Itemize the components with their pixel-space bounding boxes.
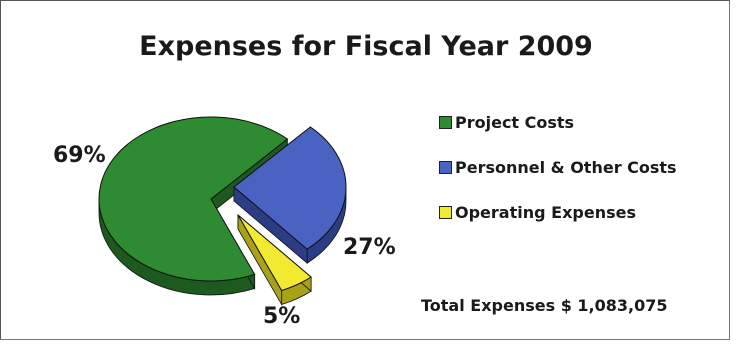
data-label-operating-expenses: 5% xyxy=(263,304,301,329)
legend-swatch-operating-expenses xyxy=(439,205,452,219)
legend-swatch-project-costs xyxy=(439,115,452,129)
total-expenses-annotation: Total Expenses $ 1,083,075 xyxy=(421,296,668,315)
chart-title: Expenses for Fiscal Year 2009 xyxy=(139,31,593,62)
legend-item-project-costs: Project Costs xyxy=(439,111,677,133)
pie-slice-project-costs xyxy=(98,116,289,282)
pie-slice-operating-expenses xyxy=(237,214,312,292)
legend-label-project-costs: Project Costs xyxy=(455,112,575,132)
data-label-personnel-costs: 27% xyxy=(343,235,396,260)
chart-frame: Expenses for Fiscal Year 2009 69% 27% 5%… xyxy=(0,0,730,340)
legend-label-personnel-costs: Personnel & Other Costs xyxy=(455,157,677,177)
pie-slice-personnel-costs xyxy=(233,126,347,250)
data-label-project-costs: 69% xyxy=(53,143,106,168)
legend: Project Costs Personnel & Other Costs Op… xyxy=(439,111,677,246)
legend-item-personnel-costs: Personnel & Other Costs xyxy=(439,156,677,178)
legend-item-operating-expenses: Operating Expenses xyxy=(439,201,677,223)
legend-label-operating-expenses: Operating Expenses xyxy=(455,202,636,222)
legend-swatch-personnel-costs xyxy=(439,160,452,174)
